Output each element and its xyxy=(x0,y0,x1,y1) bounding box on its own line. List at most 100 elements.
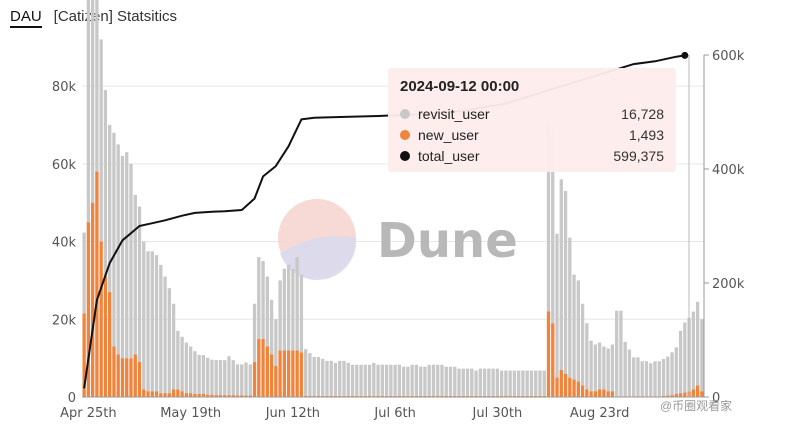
new-user-bar xyxy=(504,395,508,397)
new-user-bar xyxy=(495,395,500,397)
revisit-user-bar xyxy=(623,341,627,397)
revisit-user-bar xyxy=(359,364,363,396)
new-user-bar xyxy=(597,389,602,397)
revisit-user-bar xyxy=(248,364,252,396)
revisit-user-bar xyxy=(487,368,491,396)
new-user-bar xyxy=(197,393,201,397)
new-user-bar xyxy=(487,395,491,397)
revisit-user-bar xyxy=(559,179,563,370)
revisit-user-bar xyxy=(95,0,99,172)
new-user-bar xyxy=(261,338,265,397)
dau-tab[interactable]: DAU xyxy=(10,8,42,28)
new-user-bar xyxy=(95,171,99,397)
revisit-user-bar xyxy=(640,361,644,397)
new-user-bar xyxy=(103,276,108,397)
new-user-bar xyxy=(695,385,700,397)
revisit-user-bar xyxy=(691,311,696,390)
revisit-user-bar xyxy=(465,368,470,396)
revisit-user-bar xyxy=(585,323,589,390)
revisit-user-bar xyxy=(346,362,350,396)
revisit-user-bar xyxy=(657,361,661,397)
revisit-user-bar xyxy=(423,366,427,396)
revisit-user-bar xyxy=(619,310,623,397)
revisit-user-bar xyxy=(137,206,142,363)
revisit-user-bar xyxy=(278,280,282,351)
revisit-user-bar xyxy=(542,370,546,396)
new-user-bar xyxy=(363,395,367,397)
x-tick-label: Apr 25th xyxy=(60,406,117,421)
dune-logo-lower-icon xyxy=(280,235,357,281)
revisit-user-bar xyxy=(448,366,453,396)
revisit-user-bar xyxy=(695,301,700,386)
revisit-user-bar xyxy=(103,89,108,277)
revisit-user-bar xyxy=(167,288,171,394)
y-left-tick-label: 60k xyxy=(52,158,77,173)
revisit-user-bar xyxy=(389,364,393,396)
new-user-bar xyxy=(146,391,150,397)
chart-header: DAU [Catizen] Statsitics xyxy=(10,8,177,30)
revisit-user-bar xyxy=(261,260,265,339)
revisit-user-bar xyxy=(338,360,342,396)
new-user-bar xyxy=(316,395,321,397)
revisit-user-bar xyxy=(649,363,653,397)
new-user-bar xyxy=(589,391,593,397)
new-user-bar xyxy=(610,391,615,397)
new-user-bar xyxy=(401,395,406,397)
revisit-user-bar xyxy=(572,274,576,380)
revisit-user-bar xyxy=(589,340,593,392)
new-user-bar xyxy=(150,391,154,397)
new-user-bar xyxy=(384,395,389,397)
revisit-user-bar xyxy=(295,257,299,351)
new-user-bar xyxy=(188,393,193,397)
revisit-user-bar xyxy=(235,364,240,396)
new-user-bar xyxy=(661,395,666,397)
tooltip-series-value: 16,728 xyxy=(621,105,664,122)
new-user-bar xyxy=(517,395,521,397)
new-user-bar xyxy=(563,373,568,397)
new-user-bar xyxy=(423,395,427,397)
y-right-tick-label: 200k xyxy=(712,277,745,292)
revisit-user-bar xyxy=(653,361,657,397)
revisit-user-bar xyxy=(580,303,585,386)
revisit-user-bar xyxy=(355,364,359,396)
revisit-user-bar xyxy=(504,370,508,396)
new-user-bar xyxy=(274,365,278,397)
total-legend-dot-icon xyxy=(400,150,410,161)
tooltip-row-total: total_user 599,375 xyxy=(400,145,664,166)
revisit-user-bar xyxy=(410,364,414,396)
new-user-bar xyxy=(227,395,231,397)
new-user-bar xyxy=(231,395,235,397)
new-user-bar xyxy=(406,395,410,397)
revisit-user-bar xyxy=(525,370,529,396)
new-user-bar xyxy=(159,393,163,397)
new-user-bar xyxy=(457,395,461,397)
revisit-user-bar xyxy=(269,299,274,355)
new-user-bar xyxy=(700,391,704,397)
new-user-bar xyxy=(325,395,329,397)
new-user-bar xyxy=(308,395,312,397)
revisit-user-bar xyxy=(82,232,86,314)
revisit-user-bar xyxy=(491,368,495,396)
new-user-bar xyxy=(321,395,325,397)
axes: 0 20k 40k 60k 80k 0 200k 400k 600k Apr 25th May 19… xyxy=(52,49,745,421)
revisit-user-bar xyxy=(325,360,329,396)
revisit-user-bar xyxy=(171,303,176,390)
revisit-user-bar xyxy=(461,368,465,396)
tooltip-row-revisit: revisit_user 16,728 xyxy=(400,103,664,124)
new-user-bar xyxy=(683,392,687,397)
new-user-bar xyxy=(525,395,529,397)
new-user-bar xyxy=(286,350,291,397)
revisit-user-bar xyxy=(478,368,482,396)
revisit-user-bar xyxy=(376,364,380,396)
new-user-bar xyxy=(193,393,197,397)
revisit-user-bar xyxy=(99,39,103,242)
revisit-user-bar xyxy=(593,344,598,392)
revisit-user-bar xyxy=(342,360,346,396)
revisit-user-bar xyxy=(602,346,606,390)
revisit-user-bar xyxy=(244,362,248,396)
revisit-user-bar xyxy=(125,152,129,359)
revisit-user-bar xyxy=(512,370,517,396)
revisit-user-bar xyxy=(482,368,487,396)
new-user-bar xyxy=(397,395,402,397)
